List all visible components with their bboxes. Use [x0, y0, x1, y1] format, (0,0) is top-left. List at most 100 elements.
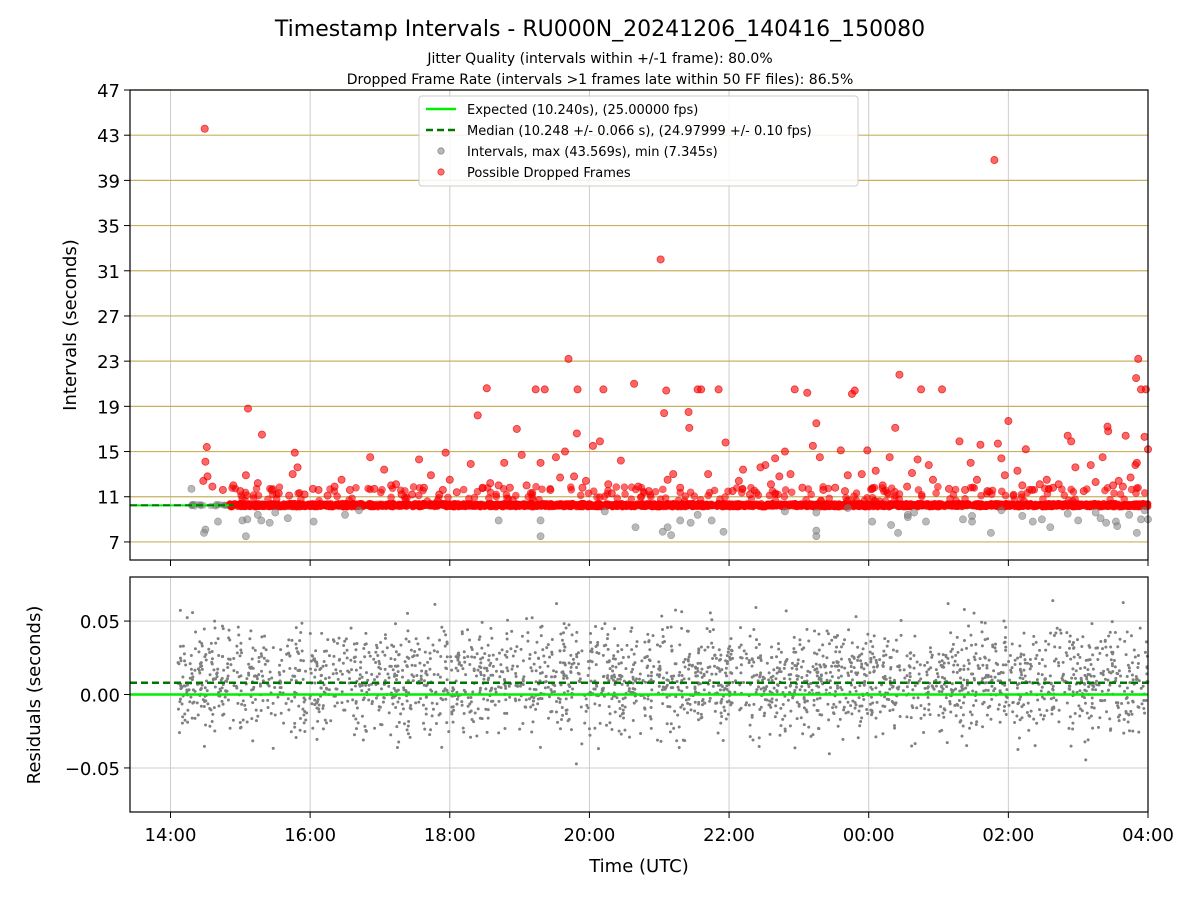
dropped-frame-point	[720, 501, 728, 509]
dropped-frame-point	[663, 475, 672, 484]
residual-point	[429, 688, 433, 692]
residual-point	[293, 725, 297, 729]
interval-point	[1046, 523, 1055, 532]
residual-point	[805, 699, 809, 703]
dropped-frame-point	[990, 156, 999, 165]
residual-point	[353, 660, 357, 664]
residual-point	[593, 687, 597, 691]
residual-point	[1028, 680, 1032, 684]
residual-point	[972, 611, 976, 615]
intervals-y-tick-label: 35	[97, 217, 120, 238]
dropped-frame-point	[831, 483, 840, 492]
residual-point	[202, 744, 206, 748]
dropped-frame-point	[798, 483, 807, 492]
residual-point	[1127, 666, 1131, 670]
dropped-frame-point	[1121, 431, 1130, 440]
residual-point	[901, 689, 905, 693]
residual-point	[947, 661, 951, 665]
residual-point	[816, 671, 820, 675]
dropped-frame-point	[778, 501, 786, 509]
residual-point	[365, 690, 369, 694]
interval-point	[1063, 509, 1072, 518]
dropped-frame-point	[477, 501, 485, 509]
residual-point	[687, 677, 691, 681]
residual-point	[497, 685, 501, 689]
residual-point	[478, 686, 482, 690]
residual-point	[919, 716, 923, 720]
dropped-frame-point	[1042, 475, 1051, 484]
dropped-frame-point	[1016, 502, 1025, 510]
residual-point	[795, 700, 799, 704]
residual-point	[807, 639, 811, 643]
residual-point	[634, 677, 638, 681]
dropped-frame-point	[857, 470, 866, 479]
residual-point	[1143, 650, 1147, 654]
residual-point	[558, 660, 562, 664]
residual-point	[1085, 677, 1089, 681]
residual-point	[1029, 690, 1033, 694]
intervals-y-tick-label: 7	[109, 533, 120, 554]
residual-point	[282, 721, 286, 725]
residual-point	[858, 724, 862, 728]
residual-point	[1067, 687, 1071, 691]
residual-point	[1039, 689, 1043, 693]
residual-point	[278, 673, 282, 677]
residual-point	[321, 706, 325, 710]
residual-point	[250, 657, 254, 661]
residual-point	[562, 642, 566, 646]
residual-point	[414, 637, 418, 641]
residual-point	[923, 686, 927, 690]
residual-point	[1129, 709, 1133, 713]
residual-point	[788, 724, 792, 728]
residual-point	[682, 677, 686, 681]
residual-point	[730, 701, 734, 705]
dropped-frame-point	[590, 502, 599, 510]
residual-point	[985, 713, 989, 717]
dropped-frame-point	[366, 453, 375, 462]
residual-point	[785, 658, 789, 662]
residual-point	[1087, 685, 1091, 689]
dropped-frame-point	[345, 485, 354, 494]
residual-point	[249, 629, 253, 633]
residual-point	[745, 701, 749, 705]
residual-point	[298, 639, 302, 643]
residual-point	[1018, 662, 1022, 666]
residual-point	[335, 671, 339, 675]
residual-point	[953, 659, 957, 663]
residual-point	[783, 729, 787, 733]
residual-point	[288, 654, 292, 658]
residual-point	[888, 687, 892, 691]
residual-point	[621, 708, 625, 712]
residual-point	[526, 639, 530, 643]
residual-point	[795, 667, 799, 671]
residual-point	[442, 629, 446, 633]
dropped-frame-point	[1102, 501, 1110, 510]
residual-point	[846, 700, 850, 704]
residual-point	[807, 725, 811, 729]
residual-point	[198, 671, 202, 675]
residual-point	[936, 675, 940, 679]
residual-point	[974, 643, 978, 647]
residual-point	[476, 707, 480, 711]
residual-point	[1084, 689, 1088, 693]
residual-point	[1144, 640, 1148, 644]
residual-point	[665, 671, 669, 675]
dropped-frame-point	[662, 386, 671, 395]
interval-point	[781, 507, 789, 516]
residual-point	[763, 711, 767, 715]
residual-point	[252, 685, 256, 689]
dropped-frame-point	[704, 470, 713, 479]
residual-point	[950, 682, 954, 686]
residual-point	[1052, 705, 1056, 709]
residual-point	[720, 697, 724, 701]
dropped-frame-point	[766, 501, 775, 509]
residual-point	[915, 706, 919, 710]
residual-point	[937, 660, 941, 664]
residual-point	[395, 746, 399, 750]
residual-point	[646, 697, 650, 701]
dropped-frame-point	[595, 437, 604, 446]
residual-point	[663, 687, 667, 691]
residual-point	[238, 721, 242, 725]
residual-point	[838, 717, 842, 721]
dropped-frame-point	[547, 500, 555, 508]
